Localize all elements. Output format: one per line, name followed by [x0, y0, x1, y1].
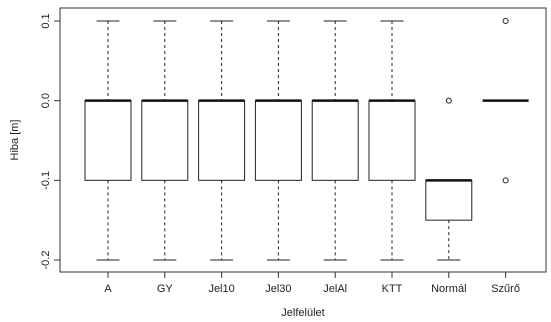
x-axis: A GY Jel10 Jel30 JelAl KTT Normál Szűrő — [104, 272, 520, 295]
box-7 — [425, 97, 473, 261]
box-2 — [141, 20, 189, 261]
box-4 — [254, 20, 302, 261]
box-rect — [84, 100, 132, 181]
y-tick-label: -0.1 — [40, 171, 52, 190]
y-tick-label: 0.0 — [40, 93, 52, 108]
plot-frame — [59, 7, 547, 273]
outlier-point — [445, 97, 452, 104]
box-5 — [311, 20, 359, 261]
x-tick-label: JelAl — [323, 283, 347, 295]
boxes — [84, 18, 529, 261]
box-rect — [254, 100, 302, 181]
y-axis-title: Hiba [m] — [9, 120, 21, 161]
x-tick-label: A — [104, 283, 112, 295]
x-tick-label: Normál — [431, 283, 466, 295]
outlier-point — [502, 177, 509, 184]
x-axis-title: Jelfelület — [281, 307, 324, 319]
x-tick-label: Szűrő — [491, 283, 520, 295]
y-tick-label: -0.2 — [40, 251, 52, 270]
box-rect — [198, 100, 246, 181]
x-tick-label: KTT — [382, 283, 403, 295]
box-rect — [368, 100, 416, 181]
outlier-point — [502, 18, 509, 24]
box-rect — [311, 100, 359, 181]
box-rect — [425, 179, 473, 221]
x-tick-label: GY — [157, 283, 174, 295]
box-rect — [141, 100, 189, 181]
box-8 — [482, 18, 529, 184]
x-tick-label: Jel30 — [265, 283, 291, 295]
box-1 — [84, 20, 132, 261]
box-6 — [368, 20, 416, 261]
x-tick-label: Jel10 — [208, 283, 234, 295]
box-3 — [198, 20, 246, 261]
y-tick-label: 0.1 — [40, 13, 52, 28]
y-axis: 0.1 0.0 -0.1 -0.2 — [40, 13, 60, 269]
